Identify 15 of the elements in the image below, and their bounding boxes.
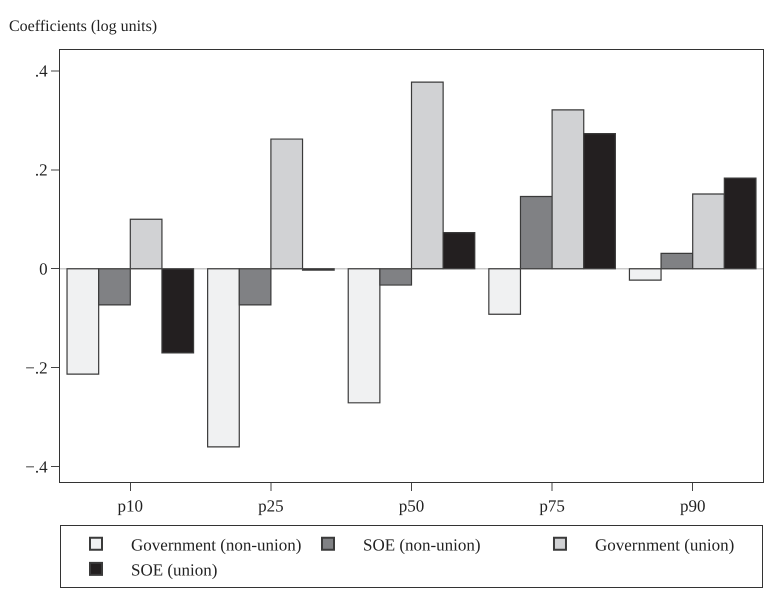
y-tick-label: −.4 [25,458,48,477]
legend-label: Government (union) [594,535,734,554]
x-tick-label: p75 [539,496,565,516]
y-tick-label: 0 [39,260,48,279]
y-tick-label: .4 [34,62,48,81]
y-tick-label: .2 [34,160,48,180]
y-axis-title: Coefficients (log units) [9,18,158,35]
legend-label: SOE (non-union) [362,535,481,554]
x-tick-label: p10 [118,496,144,516]
x-tick-label: p90 [680,496,706,516]
y-tick-label: −.2 [25,358,48,378]
x-tick-label: p25 [258,496,284,516]
legend-label: Government (non-union) [131,535,302,554]
x-tick-label: p50 [398,496,424,516]
legend-label: SOE (union) [131,560,218,580]
